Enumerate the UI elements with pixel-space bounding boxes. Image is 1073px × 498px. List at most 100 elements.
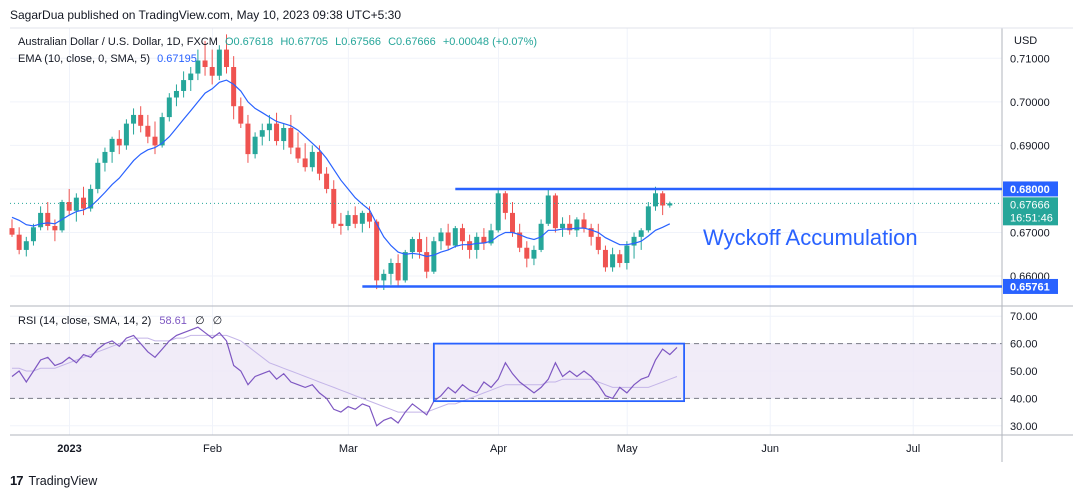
candle-body bbox=[331, 188, 337, 224]
support-axis-label: 0.65761 bbox=[1010, 281, 1050, 293]
candle bbox=[424, 236, 430, 279]
candle-body bbox=[602, 249, 608, 268]
price-tick-label: 0.67000 bbox=[1010, 228, 1050, 240]
footer-brand: TradingView bbox=[28, 473, 98, 488]
candle bbox=[552, 193, 558, 233]
legend-close: C0.67666 bbox=[388, 36, 436, 48]
candle-body bbox=[531, 249, 537, 259]
candle-body bbox=[524, 247, 530, 259]
candle-body bbox=[631, 236, 637, 246]
candle bbox=[245, 114, 251, 163]
candle-body bbox=[81, 197, 86, 209]
svg-text:RSI (14, close, SMA, 14, 2): RSI (14, close, SMA, 14, 2) 58.61 ∅ ∅ bbox=[18, 315, 222, 327]
time-tick-label: May bbox=[617, 443, 638, 455]
tradingview-logo-icon: 17 bbox=[10, 473, 24, 488]
candle bbox=[224, 34, 229, 74]
candle bbox=[395, 254, 401, 287]
candle bbox=[95, 158, 101, 194]
rsi-tick-label: 50.00 bbox=[1010, 366, 1038, 378]
candle-body bbox=[624, 245, 630, 263]
candle-body bbox=[173, 90, 179, 98]
candle bbox=[238, 97, 244, 128]
main-pane[interactable] bbox=[10, 28, 1002, 306]
symbol-title: Australian Dollar / U.S. Dollar, 1D, FXC… bbox=[18, 36, 218, 48]
chart-canvas[interactable]: Wyckoff Accumulation Australian Dollar /… bbox=[0, 0, 1073, 470]
candle bbox=[574, 217, 580, 237]
candle-body bbox=[374, 221, 380, 281]
candle bbox=[409, 236, 415, 259]
candle-body bbox=[510, 212, 515, 233]
candle-body bbox=[545, 195, 551, 224]
candle bbox=[281, 123, 287, 150]
candle bbox=[259, 123, 265, 146]
rsi-axis-ticks[interactable]: 70.00 60.00 50.00 40.00 30.00 bbox=[1010, 311, 1038, 433]
candle-body bbox=[638, 230, 644, 237]
legend-change: +0.00048 (+0.07%) bbox=[443, 36, 537, 48]
candle-body bbox=[645, 206, 651, 231]
candle-body bbox=[395, 262, 401, 281]
candle-body bbox=[359, 212, 365, 224]
candle bbox=[73, 193, 79, 222]
candle-body bbox=[202, 60, 208, 68]
candle-body bbox=[73, 197, 79, 211]
candle-body bbox=[667, 203, 673, 206]
candle bbox=[302, 143, 308, 172]
price-axis-ticks[interactable]: 0.710000.700000.690000.680000.670000.660… bbox=[1010, 53, 1050, 283]
candle-body bbox=[653, 193, 658, 207]
time-axis-labels[interactable]: 2023 Feb Mar Apr May Jun Jul bbox=[57, 443, 920, 455]
candle bbox=[567, 215, 573, 235]
candle-body bbox=[409, 239, 415, 253]
rsi-tick-label: 30.00 bbox=[1010, 421, 1038, 433]
time-tick-label: Apr bbox=[490, 443, 507, 455]
candle-body bbox=[445, 232, 451, 246]
candle bbox=[517, 223, 523, 253]
candle-body bbox=[116, 138, 122, 146]
candle bbox=[173, 84, 179, 107]
candle-body bbox=[66, 202, 72, 211]
candle bbox=[188, 67, 194, 91]
candle-body bbox=[23, 241, 29, 250]
candle bbox=[388, 258, 394, 285]
time-tick-label: 2023 bbox=[57, 443, 81, 455]
candle-body bbox=[488, 230, 494, 244]
candle bbox=[30, 223, 36, 246]
candle-body bbox=[567, 223, 573, 231]
publish-header: SagarDua published on TradingView.com, M… bbox=[10, 8, 402, 22]
candle-body bbox=[431, 241, 437, 272]
footer: 17 TradingView bbox=[10, 473, 97, 488]
candle bbox=[624, 241, 630, 270]
candle-body bbox=[338, 223, 344, 226]
candle bbox=[288, 114, 294, 155]
candle-body bbox=[231, 67, 237, 107]
bar-countdown-label: 16:51:46 bbox=[1010, 212, 1053, 224]
rsi-legend-extra-2: ∅ bbox=[213, 315, 223, 327]
candle-body bbox=[288, 127, 294, 148]
candle-body bbox=[123, 123, 129, 146]
candle-body bbox=[188, 73, 194, 81]
candle bbox=[445, 223, 451, 250]
accumulation-rsi-box[interactable] bbox=[432, 342, 686, 403]
candle bbox=[59, 199, 65, 233]
candle-body bbox=[16, 234, 22, 250]
resistance-axis-label: 0.68000 bbox=[1010, 184, 1050, 196]
candle-body bbox=[109, 138, 115, 152]
candle bbox=[581, 212, 587, 233]
rsi-legend: RSI (14, close, SMA, 14, 2) 58.61 ∅ ∅ bbox=[18, 315, 222, 327]
candle bbox=[252, 132, 258, 159]
candle bbox=[295, 132, 301, 163]
candle bbox=[638, 228, 644, 250]
wyckoff-annotation[interactable]: Wyckoff Accumulation bbox=[703, 225, 918, 250]
candle bbox=[109, 136, 115, 163]
legend-open: O0.67618 bbox=[225, 36, 273, 48]
candle-body bbox=[574, 219, 580, 231]
time-tick-label: Mar bbox=[339, 443, 358, 455]
candle bbox=[588, 223, 594, 246]
candle-body bbox=[274, 123, 280, 142]
candle bbox=[645, 202, 651, 233]
candle-body bbox=[252, 136, 258, 155]
candle bbox=[602, 245, 608, 272]
candle bbox=[45, 202, 51, 231]
candle-body bbox=[595, 236, 601, 250]
candle-body bbox=[560, 223, 566, 229]
candle-body bbox=[481, 236, 487, 244]
